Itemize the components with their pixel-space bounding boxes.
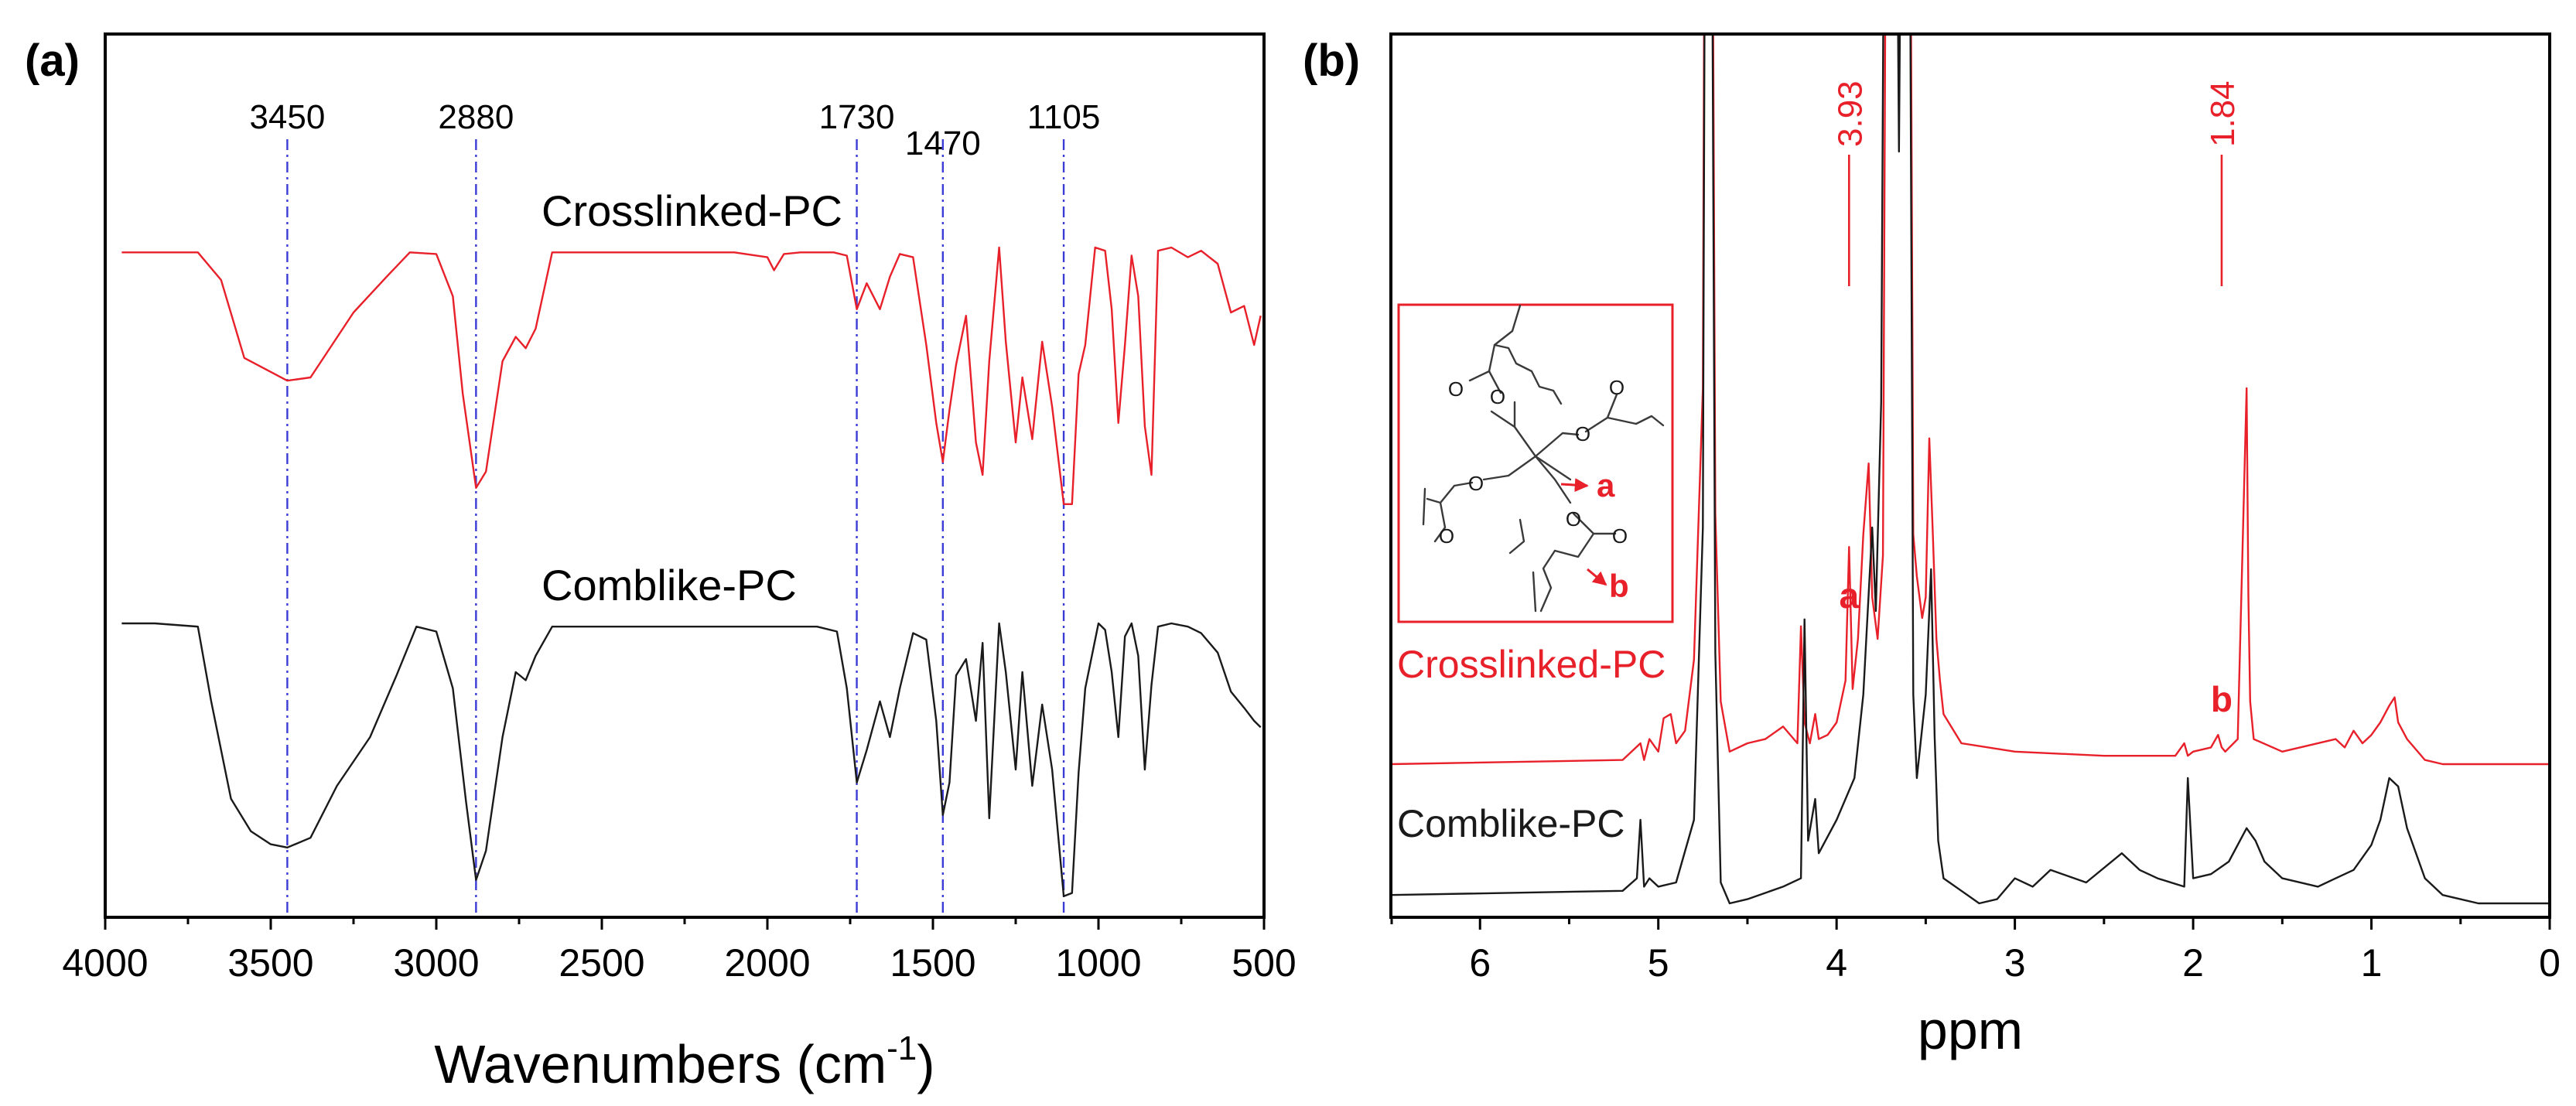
inset-label-b: b [1609, 568, 1629, 604]
nmr-series-labels: Crosslinked-PC Comblike-PC [1397, 643, 1666, 845]
ftir-x-tick-label: 3000 [393, 941, 479, 985]
nmr-peak-annotations: ab [1839, 575, 2233, 719]
nmr-panel: (b) 3.93 1.84 ab Crosslinked-PCComblike-P… [1303, 32, 2561, 1060]
nmr-peak-label-3.93: 3.93 [1831, 80, 1869, 147]
svg-text:O: O [1612, 524, 1628, 548]
structure-inset: O O O O O O O O a b [1397, 303, 1674, 623]
nmr-peak-annotation-b: b [2211, 679, 2233, 719]
nmr-x-tick-label: 4 [1826, 941, 1847, 985]
nmr-peak-markers: 3.93 1.84 [1831, 80, 2242, 286]
inset-frame [1397, 303, 1674, 623]
svg-text:O: O [1490, 385, 1505, 408]
inset-label-a: a [1597, 467, 1615, 504]
nmr-peak-annotation-a: a [1839, 575, 1859, 616]
svg-text:O: O [1439, 524, 1454, 548]
ftir-series-comblike-pc [121, 622, 1262, 898]
svg-text:O: O [1609, 376, 1625, 399]
ftir-x-axis-label: Wavenumbers (cm-1) [434, 1029, 934, 1094]
ftir-series-group [121, 246, 1262, 898]
svg-text:O: O [1575, 422, 1590, 445]
peak-label-2880: 2880 [438, 98, 514, 136]
nmr-x-tick-label: 2 [2182, 941, 2204, 985]
nmr-x-axis-label: ppm [1918, 1000, 2023, 1060]
ftir-series-label-comblike-pc: Comblike-PC [542, 561, 797, 609]
arrow-a-icon [1560, 478, 1589, 493]
nmr-plot-frame [1389, 32, 2551, 919]
svg-text:O: O [1468, 472, 1484, 495]
nmr-x-tick-label: 5 [1648, 941, 1669, 985]
nmr-series-comblike-pc [1391, 34, 2550, 905]
nmr-series-label-comblike-pc: Comblike-PC [1397, 802, 1625, 845]
ftir-peak-labels: 3450 2880 1730 1470 1105 [249, 98, 1100, 162]
nmr-x-tick-label: 1 [2361, 941, 2383, 985]
peak-label-3450: 3450 [249, 98, 325, 136]
ftir-x-tick-label: 3500 [227, 941, 313, 985]
ftir-series-crosslinked-pc [121, 246, 1262, 505]
ftir-x-tick-label: 500 [1232, 941, 1296, 985]
peak-label-1470: 1470 [905, 125, 981, 162]
nmr-x-tick-label: 0 [2539, 941, 2561, 985]
panel-label-b: (b) [1303, 36, 1360, 86]
panel-label-a: (a) [25, 36, 80, 86]
nmr-x-tick-label: 6 [1469, 941, 1491, 985]
peak-label-1105: 1105 [1027, 98, 1101, 136]
ftir-series-labels: Crosslinked-PC Comblike-PC [542, 186, 842, 609]
svg-text:O: O [1448, 377, 1464, 401]
nmr-x-tick-label: 3 [2004, 941, 2026, 985]
nmr-series-group [1391, 34, 2550, 905]
ftir-x-tick-label: 2000 [724, 941, 810, 985]
ftir-peak-guides [286, 139, 1065, 917]
ftir-x-tick-label: 1000 [1055, 941, 1141, 985]
peak-label-1730: 1730 [819, 98, 895, 136]
ftir-x-tick-label: 4000 [62, 941, 148, 985]
ftir-plot-frame [104, 32, 1266, 919]
molecule-atoms: O O O O O O O O [1439, 376, 1628, 548]
nmr-peak-label-1.84: 1.84 [2204, 80, 2242, 147]
arrow-b-icon [1587, 568, 1607, 586]
nmr-x-axis: 6 5 4 3 2 1 0 [1390, 917, 2561, 985]
svg-text:O: O [1566, 507, 1581, 531]
ftir-x-axis: 4000 3500 3000 2500 2000 1500 1000 500 [62, 917, 1297, 985]
nmr-series-crosslinked-pc [1391, 34, 2550, 766]
ftir-x-tick-label: 2500 [559, 941, 644, 985]
nmr-series-label-crosslinked-pc: Crosslinked-PC [1397, 643, 1666, 686]
ftir-x-tick-label: 1500 [890, 941, 975, 985]
ftir-series-label-crosslinked-pc: Crosslinked-PC [542, 186, 842, 235]
molecule-drawing [1422, 304, 1665, 613]
